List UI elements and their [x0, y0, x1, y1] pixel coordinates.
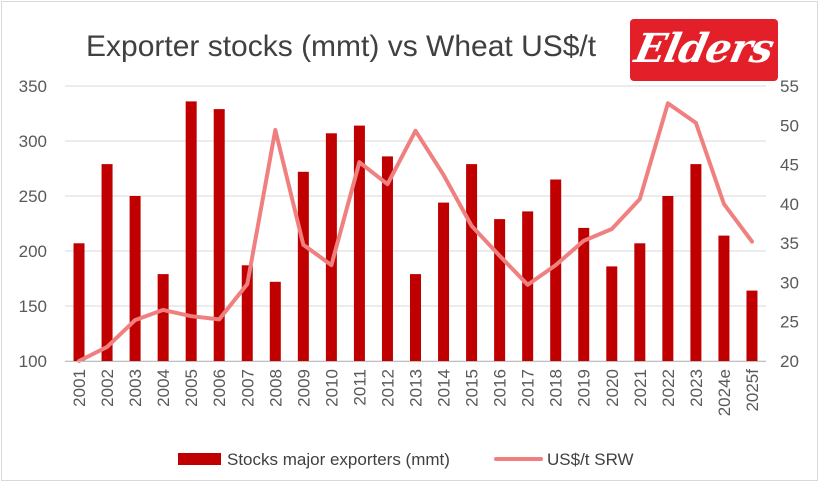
- x-tick-label: 2010: [322, 369, 341, 407]
- bar-2013: [410, 274, 421, 361]
- bar-2008: [269, 281, 281, 361]
- legend-line-label: US$/t SRW: [547, 450, 634, 469]
- x-tick-label: 2024e: [715, 369, 734, 416]
- bar-2004: [157, 274, 169, 361]
- bar-2001: [73, 243, 85, 361]
- x-tick-label: 2011: [350, 369, 369, 406]
- left-tick-label: 200: [19, 242, 47, 261]
- line-us-srw: [77, 101, 754, 363]
- right-tick-label: 25: [780, 313, 799, 332]
- left-tick-label: 150: [19, 297, 47, 316]
- x-tick-label: 2023: [687, 369, 706, 407]
- left-axis: 100 150 200 250 300 350: [19, 77, 47, 371]
- x-tick-label: 2015: [463, 369, 482, 407]
- right-tick-label: 30: [780, 273, 799, 292]
- x-tick-label: 2004: [154, 369, 173, 407]
- bar-2009: [297, 171, 309, 361]
- bar-2020: [606, 266, 618, 361]
- x-tick-label: 2018: [547, 369, 566, 407]
- x-tick-label: 2013: [407, 369, 426, 407]
- bar-2018: [550, 179, 562, 361]
- legend-bar-swatch: [178, 453, 221, 465]
- x-tick-label: 2006: [210, 369, 229, 407]
- x-tick-label: 2002: [98, 369, 117, 407]
- right-tick-label: 40: [780, 195, 799, 214]
- x-tick-label: 2008: [266, 369, 285, 407]
- x-tick-label: 2001: [70, 369, 89, 407]
- x-tick-label: 2017: [519, 369, 538, 407]
- left-tick-label: 250: [19, 187, 47, 206]
- bar-2011: [353, 125, 365, 361]
- bar-2024e: [718, 235, 730, 361]
- x-tick-label: 2012: [378, 369, 397, 407]
- right-tick-label: 35: [780, 234, 799, 253]
- x-tick-label: 2005: [182, 369, 201, 407]
- line-series: [77, 101, 754, 363]
- left-tick-label: 300: [19, 132, 47, 151]
- x-tick-label: 2016: [491, 369, 510, 407]
- right-tick-label: 45: [780, 156, 799, 175]
- left-tick-label: 350: [19, 77, 47, 96]
- bar-2025f: [746, 290, 758, 361]
- x-tick-label: 2007: [238, 369, 257, 407]
- x-tick-label: 2019: [575, 369, 594, 407]
- right-tick-label: 20: [780, 352, 799, 371]
- right-tick-label: 55: [780, 77, 799, 96]
- bar-2019: [578, 227, 590, 361]
- bar-2023: [690, 164, 702, 361]
- bar-2010: [325, 133, 337, 361]
- bar-2002: [101, 164, 113, 361]
- right-axis: 20 25 30 35 40 45 50 55: [780, 77, 799, 371]
- elders-logo: Elders: [630, 19, 778, 81]
- bar-2007: [241, 265, 253, 361]
- bar-2006: [213, 109, 225, 361]
- x-tick-label: 2025f: [743, 369, 762, 412]
- legend: Stocks major exporters (mmt) US$/t SRW: [178, 450, 634, 469]
- bar-2021: [634, 243, 646, 361]
- bar-2005: [185, 101, 197, 362]
- x-axis: 2001 2002 2003 2004 2005 2006 2007 2008 2009 2010…: [65, 361, 766, 416]
- left-tick-label: 100: [19, 352, 47, 371]
- right-tick-label: 50: [780, 116, 799, 135]
- bar-2016: [494, 219, 506, 361]
- chart-title: Exporter stocks (mmt) vs Wheat US$/t: [86, 30, 597, 63]
- bar-series: [73, 101, 758, 362]
- x-tick-label: 2020: [603, 369, 622, 407]
- x-tick-label: 2009: [294, 369, 313, 407]
- x-tick-label: 2014: [435, 369, 454, 407]
- legend-bar-label: Stocks major exporters (mmt): [227, 450, 450, 469]
- x-tick-label: 2021: [631, 369, 650, 407]
- x-tick-label: 2022: [659, 369, 678, 407]
- bar-2022: [662, 196, 674, 361]
- bar-2014: [438, 202, 450, 361]
- x-tick-label: 2003: [126, 369, 145, 407]
- bar-2012: [381, 156, 393, 361]
- bar-2015: [466, 164, 478, 361]
- bar-2003: [129, 196, 141, 361]
